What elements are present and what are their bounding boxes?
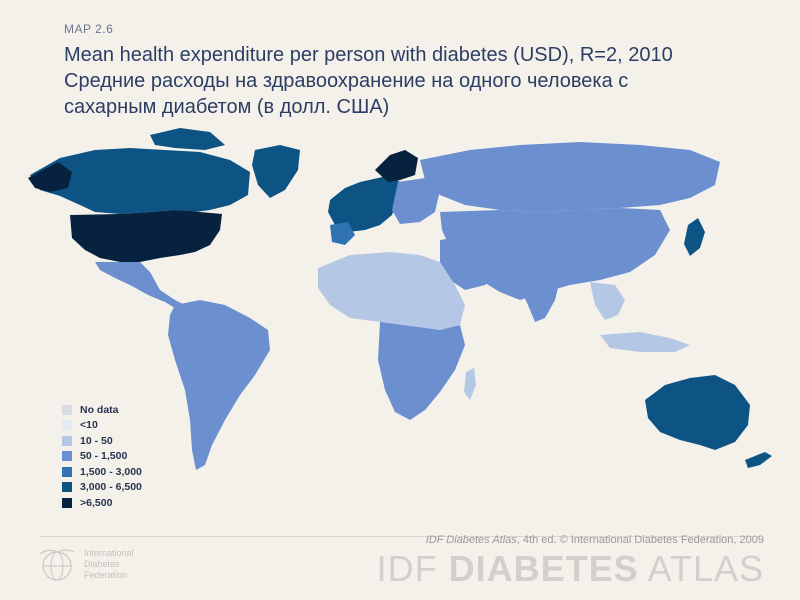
legend-swatch bbox=[62, 466, 72, 477]
legend-label: 50 - 1,500 bbox=[80, 450, 128, 463]
map-region-new-zealand bbox=[745, 452, 772, 468]
map-region-central-america bbox=[95, 262, 185, 310]
map-region-east-europe bbox=[392, 178, 440, 224]
map-region-asia bbox=[440, 208, 670, 300]
map-region-europe-west bbox=[328, 175, 400, 232]
legend-item: 10 - 50 bbox=[62, 433, 142, 449]
map-region-south-america bbox=[168, 300, 270, 470]
map-region-iberia bbox=[330, 222, 355, 245]
map-region-middle-east bbox=[440, 236, 500, 290]
title-russian-line-2: сахарным диабетом (в долл. США) bbox=[64, 96, 390, 118]
title-russian-line-1: Средние расходы на здравоохранение на од… bbox=[64, 70, 629, 92]
atlas-wordmark: IDF DIABETES ATLAS bbox=[377, 548, 764, 590]
idf-globe-icon bbox=[39, 549, 75, 581]
legend-label: <10 bbox=[80, 419, 98, 432]
world-map bbox=[28, 128, 772, 470]
map-region-india bbox=[520, 268, 560, 322]
legend-swatch bbox=[62, 420, 72, 431]
map-region-scandinavia bbox=[375, 150, 418, 182]
map-title: Mean health expenditure per person with … bbox=[64, 42, 764, 120]
legend-item: >6,500 bbox=[62, 495, 142, 511]
org-line-2: Diabetes bbox=[84, 558, 120, 569]
legend-label: No data bbox=[80, 403, 119, 416]
legend-swatch bbox=[62, 404, 72, 415]
legend-item: 1,500 - 3,000 bbox=[62, 464, 142, 480]
idf-org-name: International Diabetes Federation bbox=[84, 548, 134, 581]
wordmark-idf: IDF bbox=[376, 548, 438, 589]
legend-item: No data bbox=[62, 402, 142, 418]
legend-label: 3,000 - 6,500 bbox=[80, 481, 142, 494]
map-region-russia bbox=[420, 142, 720, 212]
legend-item: 3,000 - 6,500 bbox=[62, 480, 142, 496]
legend-item: <10 bbox=[62, 418, 142, 434]
map-region-africa-north bbox=[318, 252, 465, 330]
legend-swatch bbox=[62, 435, 72, 446]
credit-line: IDF Diabetes Atlas, 4th ed. © Internatio… bbox=[426, 534, 764, 546]
map-number-label: MAP 2.6 bbox=[64, 22, 114, 36]
map-region-africa-central bbox=[378, 322, 465, 420]
map-region-australia bbox=[645, 375, 750, 450]
legend-label: 1,500 - 3,000 bbox=[80, 465, 142, 478]
map-region-indonesia bbox=[600, 332, 690, 352]
org-line-1: International bbox=[84, 547, 134, 558]
title-english: Mean health expenditure per person with … bbox=[64, 44, 673, 66]
legend-label: 10 - 50 bbox=[80, 434, 113, 447]
wordmark-diabetes: DIABETES bbox=[448, 548, 639, 589]
credit-book-title: IDF Diabetes Atlas bbox=[425, 534, 517, 546]
org-line-3: Federation bbox=[84, 569, 128, 580]
map-region-southeast-asia bbox=[590, 282, 625, 320]
map-region-alaska bbox=[28, 162, 72, 192]
legend-swatch bbox=[62, 451, 72, 462]
idf-logo: International Diabetes Federation bbox=[36, 544, 134, 584]
legend-swatch bbox=[62, 497, 72, 508]
map-legend: No data <10 10 - 50 50 - 1,500 1,500 - 3… bbox=[62, 402, 142, 511]
footer-divider bbox=[40, 536, 760, 537]
legend-label: >6,500 bbox=[80, 496, 113, 509]
wordmark-atlas: ATLAS bbox=[647, 548, 764, 589]
map-region-madagascar bbox=[464, 368, 476, 400]
map-region-usa bbox=[70, 210, 222, 262]
map-region-greenland bbox=[252, 145, 300, 198]
map-region-canada bbox=[30, 148, 250, 214]
map-region-japan bbox=[684, 218, 705, 256]
map-region-arctic-islands bbox=[150, 128, 225, 150]
legend-swatch bbox=[62, 482, 72, 493]
legend-item: 50 - 1,500 bbox=[62, 449, 142, 465]
credit-rest: , 4th ed. © International Diabetes Feder… bbox=[516, 534, 764, 546]
